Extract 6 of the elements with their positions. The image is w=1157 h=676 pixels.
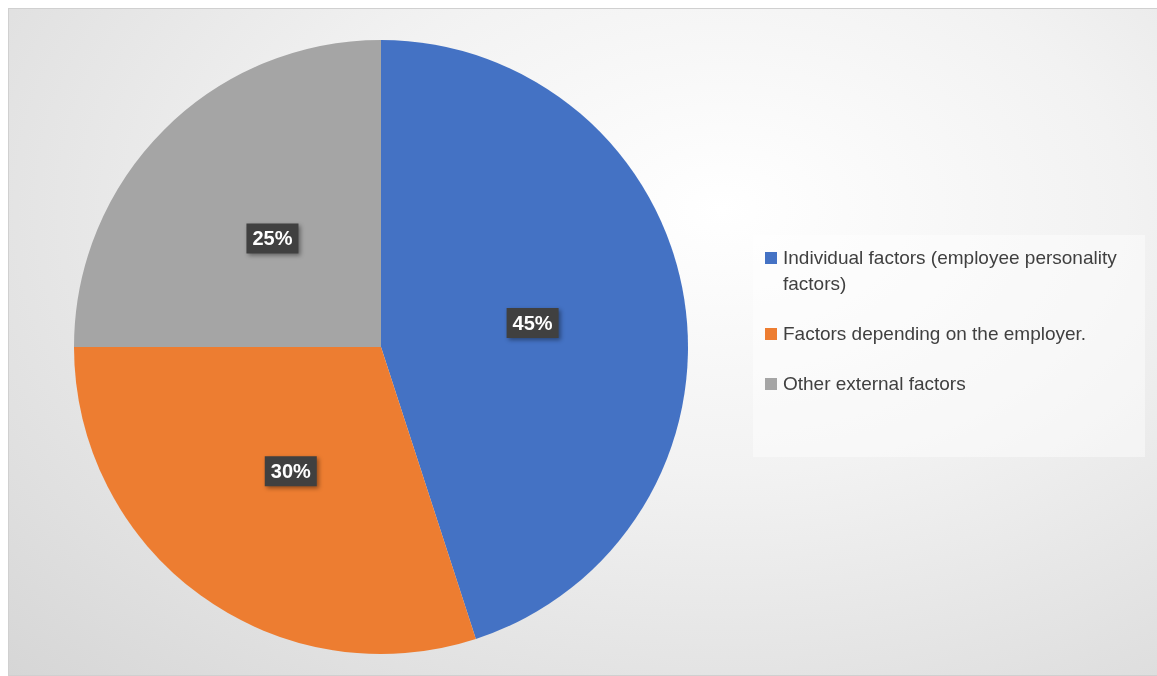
legend-label: Factors depending on the employer.: [783, 322, 1087, 346]
data-label: 30%: [270, 459, 312, 482]
legend-label: Individual factors (employee personality factors): [783, 246, 1118, 296]
legend-label: Other external factors: [783, 372, 966, 396]
data-label: 25%: [252, 226, 293, 249]
data-label: 45%: [512, 311, 553, 334]
